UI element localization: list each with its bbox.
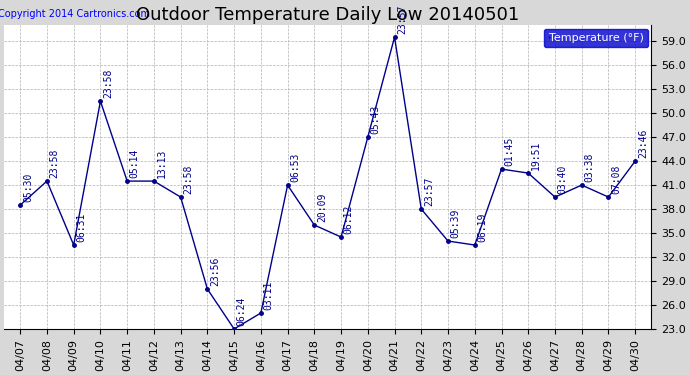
Text: 06:12: 06:12 [344, 204, 354, 234]
Text: 05:39: 05:39 [451, 209, 461, 238]
Text: 23:58: 23:58 [103, 69, 113, 98]
Title: Outdoor Temperature Daily Low 20140501: Outdoor Temperature Daily Low 20140501 [136, 6, 520, 24]
Text: 05:30: 05:30 [23, 172, 33, 202]
Text: 23:56: 23:56 [210, 256, 220, 286]
Text: 13:13: 13:13 [157, 148, 166, 178]
Text: 06:24: 06:24 [237, 296, 247, 326]
Text: 20:09: 20:09 [317, 192, 327, 222]
Text: 06:31: 06:31 [77, 213, 86, 242]
Text: 03:40: 03:40 [558, 165, 568, 194]
Text: Copyright 2014 Cartronics.com: Copyright 2014 Cartronics.com [0, 9, 150, 19]
Legend: Temperature (°F): Temperature (°F) [544, 28, 648, 47]
Text: 07:08: 07:08 [611, 165, 621, 194]
Text: 06:53: 06:53 [290, 153, 300, 182]
Text: 23:57: 23:57 [424, 177, 434, 206]
Text: 03:38: 03:38 [584, 153, 594, 182]
Text: 19:51: 19:51 [531, 141, 541, 170]
Text: 23:58: 23:58 [50, 148, 59, 178]
Text: 01:45: 01:45 [504, 136, 514, 166]
Text: 06:19: 06:19 [477, 213, 487, 242]
Text: 05:14: 05:14 [130, 148, 140, 178]
Text: 03:11: 03:11 [264, 280, 273, 310]
Text: 23:57: 23:57 [397, 4, 407, 34]
Text: 05:43: 05:43 [371, 105, 380, 134]
Text: 23:46: 23:46 [638, 129, 648, 158]
Text: 23:58: 23:58 [184, 165, 193, 194]
